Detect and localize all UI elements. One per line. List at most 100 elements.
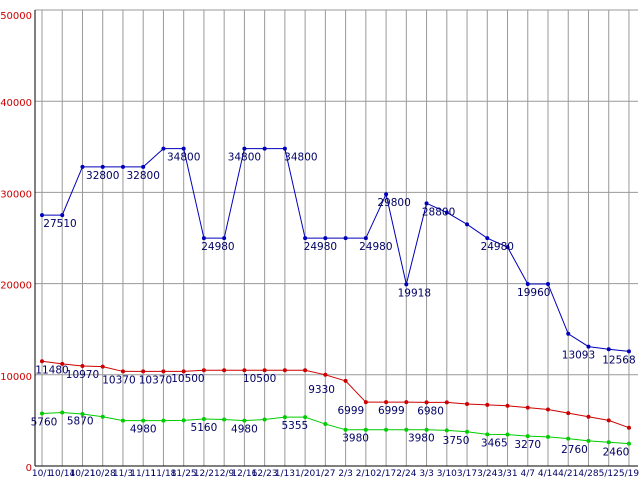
- series-red-value-label: 9330: [308, 384, 335, 396]
- series-red-point: [404, 400, 409, 405]
- series-blue-value-label: 19918: [398, 287, 431, 299]
- series-blue-value-label: 29800: [377, 197, 410, 209]
- series-blue-value-label: 32800: [126, 170, 159, 182]
- series-red-point: [363, 400, 368, 405]
- series-green-point: [201, 416, 206, 421]
- series-blue-value-label: 34800: [167, 152, 200, 164]
- series-blue-point: [323, 236, 328, 241]
- series-red-point: [303, 368, 308, 373]
- series-red-point: [424, 400, 429, 405]
- series-red-point: [100, 364, 105, 369]
- x-tick-label: 4/28: [578, 469, 598, 479]
- x-tick-label: 10/28: [90, 469, 116, 479]
- series-green-point: [181, 418, 186, 423]
- x-tick-label: 3/17: [457, 469, 477, 479]
- series-blue-point: [242, 146, 247, 151]
- series-blue-point: [384, 192, 389, 197]
- series-red-point: [343, 378, 348, 383]
- series-red-point: [201, 368, 206, 373]
- series-blue-value-label: 24980: [481, 241, 514, 253]
- series-green-point: [343, 427, 348, 432]
- series-red-value-label: 10370: [102, 374, 135, 386]
- series-red-line: [41, 360, 630, 429]
- x-tick-label: 2/10: [356, 469, 376, 479]
- series-green-value-label: 2760: [561, 444, 588, 456]
- x-tick-label: 3/31: [497, 469, 517, 479]
- series-blue-point: [282, 146, 287, 151]
- series-red-point: [566, 411, 571, 416]
- series-red-point: [444, 400, 449, 405]
- series-red-point: [120, 369, 125, 374]
- x-tick-label: 12/23: [252, 469, 278, 479]
- series-green-point: [505, 432, 510, 437]
- x-tick-label: 2/24: [396, 469, 416, 479]
- series-blue-line: [42, 148, 630, 352]
- x-tick-label: 10/1: [32, 469, 52, 479]
- series-blue-point: [222, 236, 227, 241]
- series-blue-value-label: 27510: [43, 218, 76, 230]
- x-tick-label: 11/18: [150, 469, 176, 479]
- series-blue-point: [566, 331, 571, 336]
- series-green-point: [323, 422, 328, 427]
- series-green-point: [80, 412, 85, 417]
- series-blue-point: [60, 213, 65, 218]
- series-red-point: [161, 369, 166, 374]
- series-blue-point: [262, 146, 267, 151]
- series-blue-point: [80, 164, 85, 169]
- series-blue-value-label: 34800: [284, 152, 317, 164]
- series-blue-point: [465, 222, 470, 227]
- series-blue-value-label: 13093: [562, 350, 595, 362]
- series-green-point: [384, 427, 389, 432]
- x-tick-label: 4/7: [521, 469, 535, 479]
- series-green-point: [404, 427, 409, 432]
- series-green-point: [586, 438, 591, 443]
- series-green-point: [363, 427, 368, 432]
- series-green-point: [626, 441, 631, 446]
- series-blue-point: [40, 213, 44, 218]
- x-tick-label: 12/16: [231, 469, 257, 479]
- series-green-point: [444, 428, 449, 433]
- series-green-point: [525, 434, 530, 439]
- x-tick-label: 11/3: [113, 469, 133, 479]
- series-green-point: [424, 427, 429, 432]
- x-tick-label: 3/10: [437, 469, 457, 479]
- y-tick-label: 50000: [0, 11, 32, 22]
- series-red-point: [242, 368, 247, 373]
- series-blue-point: [201, 236, 206, 241]
- x-tick-label: 2/17: [376, 469, 396, 479]
- series-green-point: [303, 415, 308, 420]
- series-green-point: [161, 418, 166, 423]
- series-red-point: [40, 359, 44, 364]
- series-red-point: [465, 401, 470, 406]
- series-blue-value-label: 28800: [422, 206, 455, 218]
- series-blue-point: [586, 344, 591, 349]
- series-blue-point: [424, 201, 429, 206]
- series-blue-point: [444, 210, 449, 215]
- y-tick-label: 10000: [0, 372, 32, 383]
- series-green-point: [485, 432, 490, 437]
- series-blue-point: [120, 164, 125, 169]
- series-green-point: [120, 418, 125, 423]
- series-blue-point: [363, 236, 368, 241]
- x-tick-label: 10/21: [70, 469, 96, 479]
- series-red-point: [181, 369, 186, 374]
- series-blue-value-label: 24980: [201, 241, 234, 253]
- series-red-value-label: 10500: [171, 373, 204, 385]
- series-green-value-label: 3270: [514, 439, 541, 451]
- x-tick-label: 1/13: [275, 469, 295, 479]
- series-blue-point: [505, 245, 510, 250]
- series-blue-value-label: 12568: [602, 354, 635, 366]
- series-green-value-label: 3750: [443, 435, 470, 447]
- series-green-value-label: 5160: [191, 422, 218, 434]
- series-red-point: [262, 368, 267, 373]
- series-blue-point: [404, 282, 409, 287]
- series-red-value-label: 10500: [243, 373, 276, 385]
- series-blue-value-label: 19960: [517, 287, 550, 299]
- series-red-point: [80, 363, 85, 368]
- series-red-point: [505, 403, 510, 408]
- series-red-value-label: 6999: [337, 405, 364, 417]
- series-red-point: [384, 400, 389, 405]
- series-red-value-label: 10370: [139, 374, 172, 386]
